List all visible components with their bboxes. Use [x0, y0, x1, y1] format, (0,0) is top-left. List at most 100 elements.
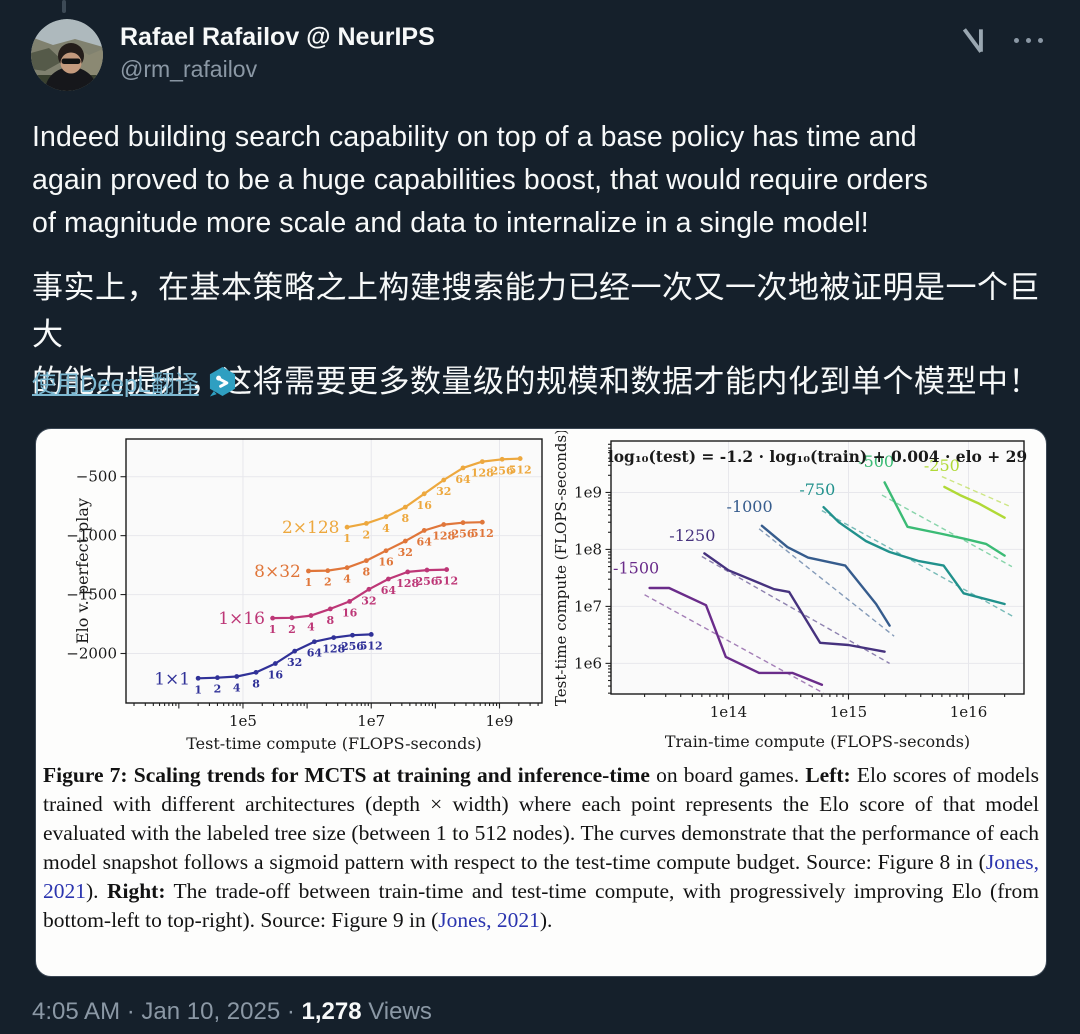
svg-text:16: 16 [417, 499, 433, 512]
svg-text:1: 1 [269, 623, 277, 636]
svg-text:1e9: 1e9 [574, 483, 602, 501]
svg-text:8: 8 [363, 566, 371, 579]
svg-text:32: 32 [398, 546, 413, 559]
author-block[interactable]: Rafael Rafailov @ NeurIPS @rm_rafailov [120, 22, 435, 84]
svg-text:1e5: 1e5 [229, 712, 257, 730]
svg-text:128: 128 [322, 643, 345, 656]
svg-text:256: 256 [491, 464, 514, 477]
deepl-logo-icon[interactable] [208, 366, 237, 397]
svg-text:1: 1 [194, 683, 202, 696]
deepl-translate-link[interactable]: 使用DeepL翻译 [32, 371, 199, 398]
svg-text:32: 32 [436, 485, 451, 498]
svg-text:2: 2 [324, 576, 332, 589]
svg-text:8: 8 [401, 512, 409, 525]
svg-text:8: 8 [252, 677, 260, 690]
avatar[interactable] [31, 19, 103, 91]
svg-text:16: 16 [342, 606, 358, 619]
svg-text:1e7: 1e7 [574, 597, 602, 615]
caption-segment: Jones, 2021 [43, 850, 1039, 903]
svg-text:4: 4 [307, 621, 315, 634]
svg-text:128: 128 [432, 530, 455, 543]
svg-text:1: 1 [305, 576, 313, 589]
svg-text:4: 4 [233, 681, 241, 694]
header-actions [958, 24, 1047, 56]
svg-text:64: 64 [307, 647, 323, 660]
svg-text:64: 64 [381, 584, 397, 597]
svg-text:32: 32 [287, 656, 302, 669]
author-handle[interactable]: @rm_rafailov [120, 56, 258, 82]
author-name[interactable]: Rafael Rafailov @ NeurIPS [120, 23, 435, 51]
timestamp: 4:05 AM · Jan 10, 2025 · [32, 998, 302, 1025]
svg-text:1e15: 1e15 [830, 703, 868, 721]
svg-text:8×32: 8×32 [254, 562, 301, 582]
figure-caption: Figure 7: Scaling trends for MCTS at tra… [43, 761, 1039, 935]
svg-text:1×16: 1×16 [218, 609, 265, 629]
svg-text:128: 128 [471, 467, 494, 480]
svg-text:−1500: −1500 [66, 586, 117, 604]
tweet-text-english: Indeed building search capability on top… [32, 121, 928, 239]
svg-text:2: 2 [363, 528, 371, 541]
svg-text:4: 4 [382, 522, 390, 535]
svg-text:8: 8 [326, 614, 334, 627]
svg-text:16: 16 [268, 669, 284, 682]
grok-icon[interactable] [958, 24, 990, 56]
caption-segment: ). [86, 879, 107, 903]
svg-text:1e16: 1e16 [950, 703, 988, 721]
svg-text:-1000: -1000 [727, 497, 773, 516]
svg-text:512: 512 [509, 464, 532, 477]
caption-segment: on board games. [649, 763, 806, 787]
caption-segment: Figure 7: Scaling trends for MCTS at tra… [43, 763, 650, 787]
translate-row: 使用DeepL翻译 [32, 364, 237, 399]
svg-text:1×1: 1×1 [154, 669, 190, 689]
svg-text:-750: -750 [799, 480, 835, 499]
svg-text:512: 512 [435, 575, 458, 588]
svg-text:256: 256 [415, 575, 438, 588]
svg-text:1: 1 [343, 532, 351, 545]
svg-text:-1250: -1250 [669, 526, 715, 545]
svg-text:Test-time compute (FLOPS-secon: Test-time compute (FLOPS-seconds) [552, 431, 570, 706]
svg-text:-500: -500 [858, 452, 894, 471]
svg-text:2: 2 [214, 683, 222, 696]
svg-text:−2000: −2000 [66, 645, 117, 663]
caption-segment: ). [539, 908, 553, 932]
caption-segment: Left: [805, 763, 851, 787]
svg-text:256: 256 [341, 640, 364, 653]
svg-text:Test-time compute (FLOPS-secon: Test-time compute (FLOPS-seconds) [186, 734, 482, 753]
views-label: Views [361, 998, 432, 1025]
svg-text:Elo v. perfect play: Elo v. perfect play [73, 498, 92, 644]
svg-text:2×128: 2×128 [282, 518, 340, 538]
svg-text:2: 2 [288, 623, 296, 636]
svg-text:1e6: 1e6 [574, 654, 602, 672]
svg-text:256: 256 [452, 528, 475, 541]
svg-text:512: 512 [471, 527, 494, 540]
right-chart: -1500 -1250 -1000 -750 -500 -250 1e14 1e15 1e16 1… [552, 431, 1027, 751]
svg-text:1e14: 1e14 [710, 703, 748, 721]
avatar-photo [31, 19, 103, 91]
svg-text:32: 32 [361, 594, 376, 607]
svg-text:1e7: 1e7 [357, 712, 385, 730]
caption-segment: Right: [106, 879, 166, 903]
svg-text:128: 128 [396, 577, 419, 590]
svg-text:1e8: 1e8 [574, 540, 602, 558]
svg-text:16: 16 [378, 556, 394, 569]
figure-image-card[interactable]: 1 2 4 8 16 32 64 128 256 512 1×1 1 2 4 8 16 32 64 128 256 51… [35, 428, 1047, 977]
tweet-text-chinese: 事实上，在基本策略之上构建搜索能力已经一次又一次地被证明是一个巨大 的能力提升，… [32, 270, 1040, 399]
tweet-meta: 4:05 AM · Jan 10, 2025 · 1,278 Views [32, 998, 432, 1026]
svg-text:1e9: 1e9 [486, 712, 514, 730]
svg-text:-250: -250 [924, 456, 960, 475]
caption-segment: Elo scores of models trained with differ… [43, 763, 1039, 874]
caption-segment: The trade-off between train-time and tes… [43, 879, 1039, 932]
svg-text:−500: −500 [76, 468, 117, 486]
thread-connector-line [62, 0, 66, 13]
svg-text:Train-time compute (FLOPS-seco: Train-time compute (FLOPS-seconds) [665, 732, 970, 751]
svg-text:64: 64 [455, 473, 471, 486]
views-count: 1,278 [301, 998, 362, 1025]
svg-text:64: 64 [417, 535, 433, 548]
svg-text:-1500: -1500 [613, 558, 659, 577]
svg-text:log₁₀(test) = -1.2 · log₁₀(tra: log₁₀(test) = -1.2 · log₁₀(train) + 0.00… [608, 447, 1027, 466]
more-menu-icon[interactable] [1010, 34, 1047, 47]
caption-segment: Jones, 2021 [438, 908, 540, 932]
svg-text:4: 4 [343, 573, 351, 586]
